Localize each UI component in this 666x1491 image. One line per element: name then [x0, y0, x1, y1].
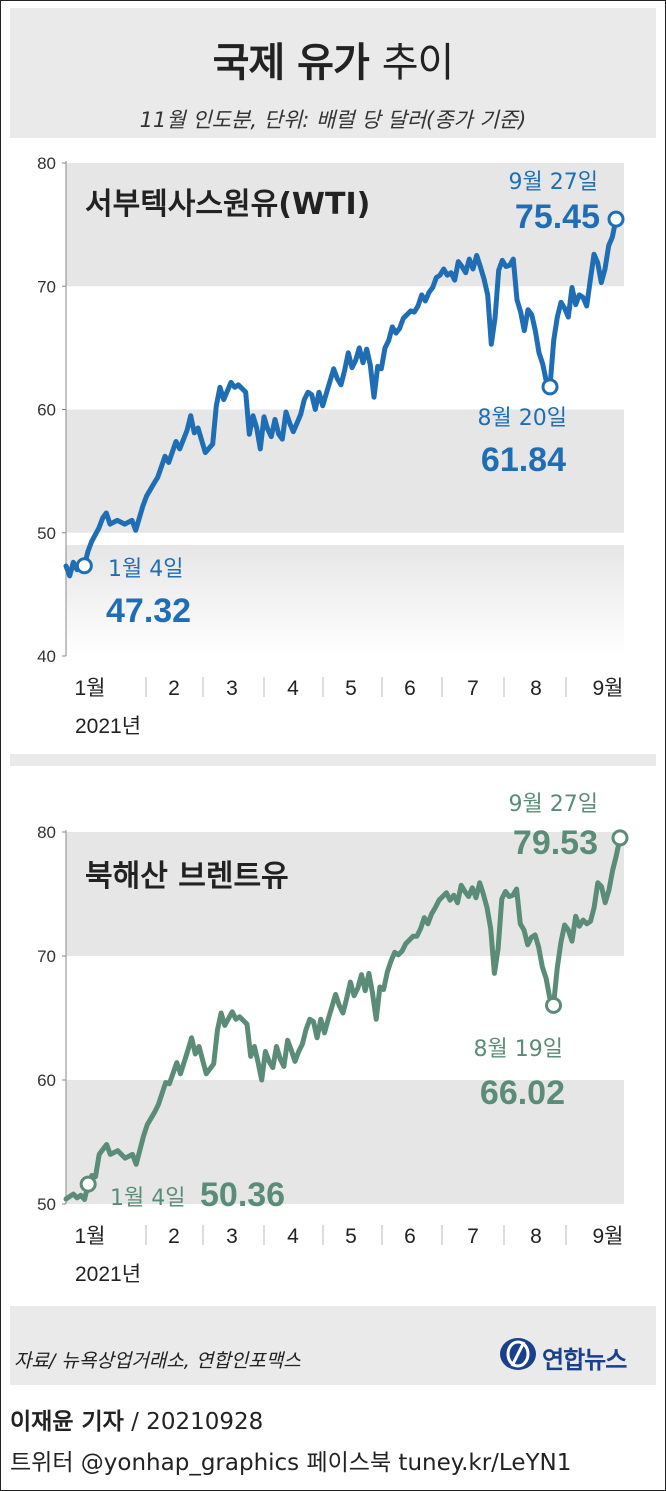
- series-name: 북해산 브렌트유: [85, 859, 289, 894]
- x-tick-label: 6: [404, 1225, 416, 1248]
- data-point-marker: [545, 996, 563, 1014]
- x-tick-label: 1월: [75, 1225, 106, 1248]
- x-tick-label: 2: [168, 677, 180, 700]
- x-tick-label: 8: [530, 677, 542, 700]
- x-tick-label: 7: [467, 677, 479, 700]
- title-main: 국제 유가: [212, 40, 370, 86]
- data-point-marker: [79, 1175, 97, 1193]
- x-tick-label: 1월: [75, 677, 106, 700]
- year-label: 2021년: [75, 1263, 141, 1286]
- brent-chart-panel: 50 60 70 80 1월 2 3 4 5 6 7 8 9월 2021년 북해산 브렌트유 9월 27일 79…: [10, 766, 656, 1306]
- annotation-value: 79.53: [513, 824, 598, 862]
- x-tick-label: 2: [168, 1225, 180, 1248]
- annotation-date: 8월 20일: [478, 406, 567, 431]
- y-tick-label: 80: [37, 154, 56, 173]
- annotation-value: 66.02: [480, 1074, 565, 1112]
- data-point-marker: [75, 557, 93, 575]
- y-tick-label: 50: [37, 524, 56, 543]
- reporter-credit: 이재윤 기자 / 20210928: [10, 1402, 263, 1436]
- x-tick-label: 9월: [593, 1225, 624, 1248]
- x-tick-label: 4: [287, 677, 299, 700]
- data-point-marker: [541, 378, 559, 396]
- title-suffix: 추이: [381, 40, 455, 86]
- year-label: 2021년: [75, 715, 141, 738]
- series-name: 서부텍사스원유(WTI): [85, 187, 370, 222]
- y-tick-label: 40: [37, 647, 56, 666]
- source-note: 자료/ 뉴욕상업거래소, 연합인포맥스: [14, 1350, 301, 1372]
- y-tick-label: 80: [37, 823, 56, 842]
- y-tick-label: 70: [37, 277, 56, 296]
- reporter-date: / 20210928: [123, 1409, 264, 1435]
- grid-band: [66, 163, 624, 287]
- annotation-value: 50.36: [200, 1176, 285, 1214]
- y-tick-label: 70: [37, 947, 56, 966]
- reporter-name: 이재윤 기자: [10, 1409, 124, 1435]
- social-links: 트위터 @yonhap_graphics 페이스북 tuney.kr/LeYN1: [10, 1450, 572, 1476]
- x-tick-label: 4: [287, 1225, 299, 1248]
- graphic-subtitle: 11월 인도분, 단위: 배럴 당 달러(종가 기준): [139, 108, 527, 132]
- annotation-date: 9월 27일: [509, 792, 598, 817]
- annotation-value: 75.45: [515, 198, 600, 236]
- annotation-date: 1월 4일: [108, 557, 183, 582]
- grid-band-fade: [66, 545, 624, 656]
- x-tick-label: 7: [467, 1225, 479, 1248]
- yonhap-logo-icon: [500, 1338, 536, 1370]
- series-line: [63, 216, 619, 579]
- graphic-title: 국제 유가 추이: [0, 30, 666, 88]
- annotation-value: 47.32: [106, 592, 191, 630]
- annotation-date: 8월 19일: [474, 1037, 563, 1062]
- series-line: [63, 835, 623, 1202]
- x-tick-label: 8: [530, 1225, 542, 1248]
- y-tick-label: 50: [37, 1195, 56, 1214]
- annotation-date: 1월 4일: [110, 1186, 185, 1211]
- x-tick-label: 6: [404, 677, 416, 700]
- brent-chart: 50 60 70 80 1월 2 3 4 5 6 7 8 9월 2021년 북해산 브렌트유 9월 27일 79…: [37, 792, 629, 1286]
- annotation-date: 9월 27일: [509, 170, 598, 195]
- x-tick-label: 9월: [593, 677, 624, 700]
- x-tick-label: 3: [226, 1225, 238, 1248]
- yonhap-logo-text: 연합뉴스: [542, 1346, 627, 1374]
- y-tick-label: 60: [37, 401, 56, 420]
- x-tick-label: 5: [345, 1225, 357, 1248]
- wti-chart: 40 50 60 70 80 1월 2 3 4 5 6 7 8 9월 2021년 서부텍사스원유(WTI) 9월…: [37, 154, 625, 738]
- x-tick-label: 5: [345, 677, 357, 700]
- data-point-marker: [607, 210, 625, 228]
- wti-chart-panel: 40 50 60 70 80 1월 2 3 4 5 6 7 8 9월 2021년 서부텍사스원유(WTI) 9월…: [10, 138, 656, 754]
- x-tick-label: 3: [226, 677, 238, 700]
- annotation-value: 61.84: [481, 441, 566, 479]
- y-tick-label: 60: [37, 1071, 56, 1090]
- data-point-marker: [611, 829, 629, 847]
